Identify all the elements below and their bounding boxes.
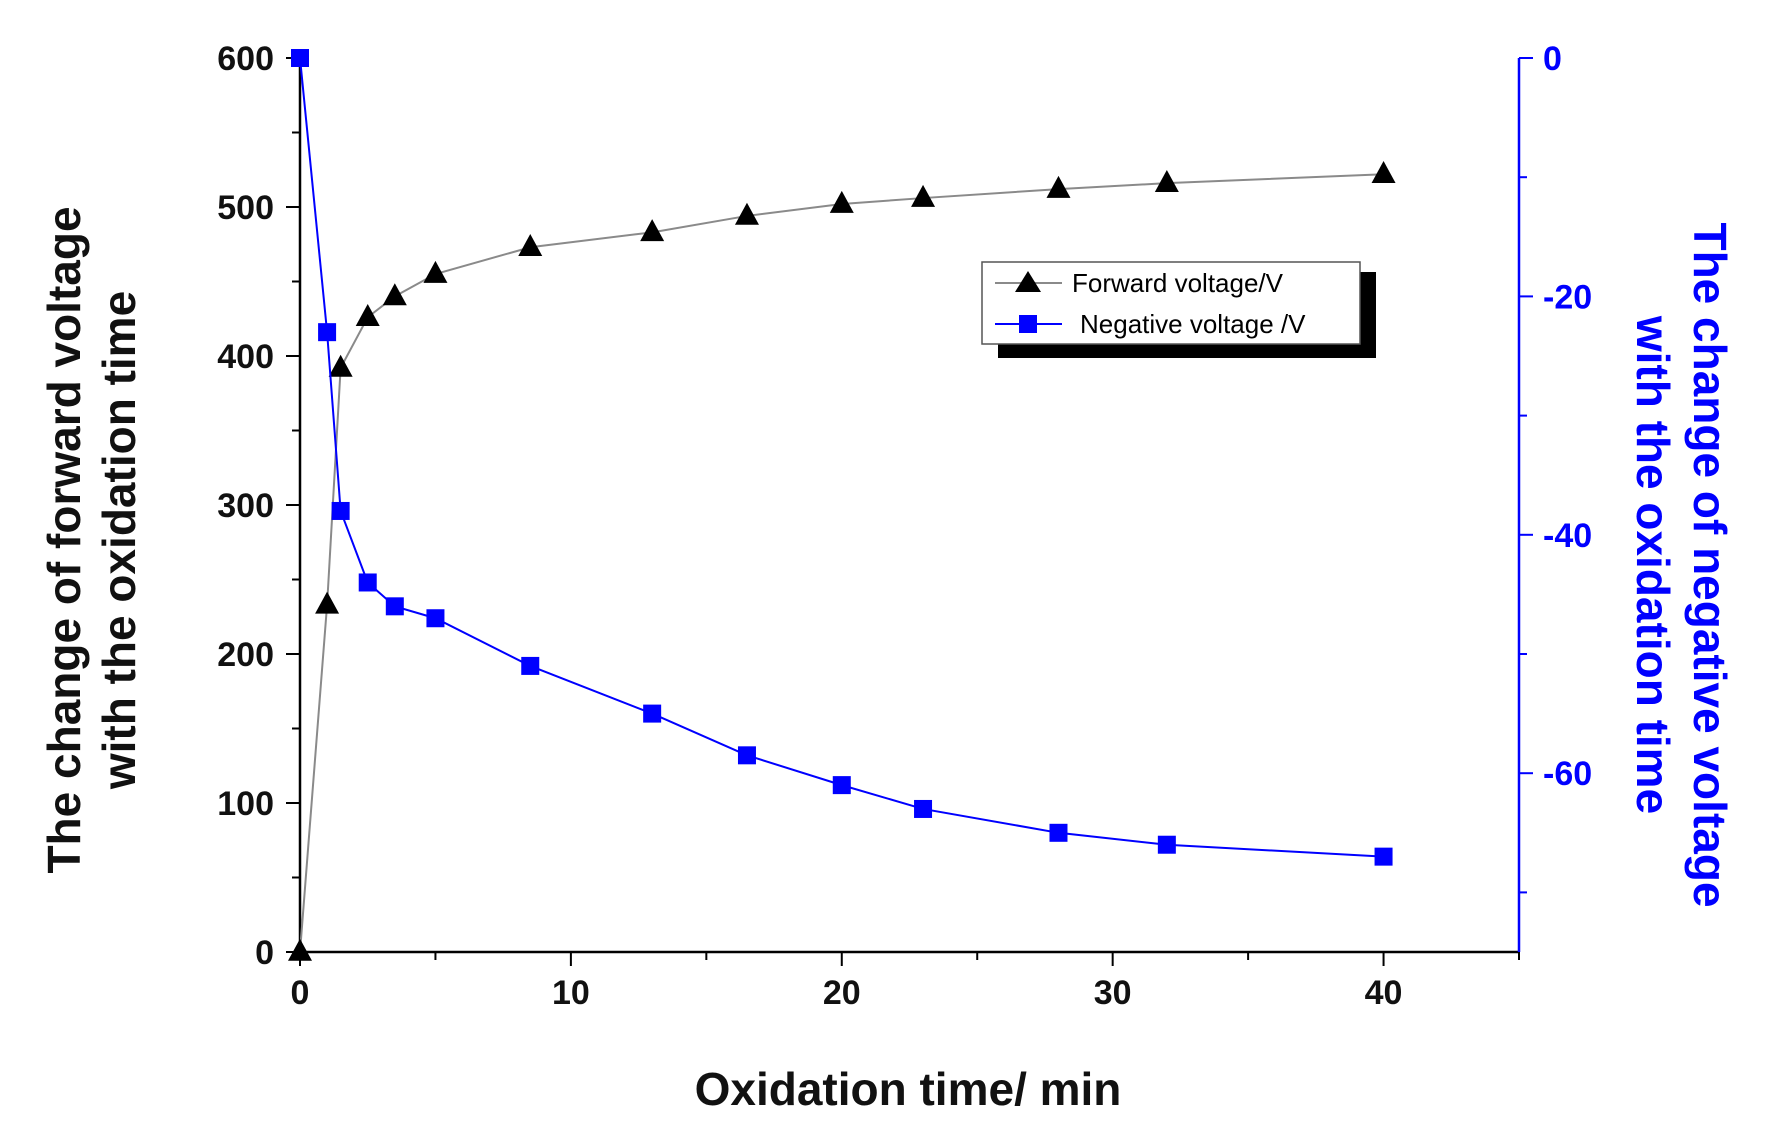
left-y-tick-label: 100: [217, 785, 274, 823]
left-axis-title-line-1: The change of forward voltage: [38, 206, 90, 873]
left-y-tick-label: 600: [217, 40, 274, 78]
negative-voltage-point: [385, 597, 404, 616]
x-axis-title: Oxidation time/ min: [695, 1063, 1122, 1115]
forward-voltage-point: [288, 938, 312, 961]
negative-voltage-point: [318, 323, 337, 342]
negative-voltage-point: [331, 501, 350, 520]
right-axis-title-line-2: with the oxidation time: [1627, 315, 1679, 814]
negative-voltage-point: [643, 704, 662, 723]
right-y-tick-label: -20: [1543, 278, 1592, 316]
x-tick-label: 20: [823, 974, 861, 1012]
forward-voltage-point: [1371, 161, 1396, 184]
x-tick-label: 30: [1094, 974, 1132, 1012]
axes: [298, 58, 1521, 954]
left-axis-title-line-2: with the oxidation time: [93, 291, 145, 790]
legend-forward-triangle-icon: [1015, 271, 1041, 292]
series-layer: [288, 49, 1396, 961]
negative-voltage-point: [1157, 835, 1176, 854]
legend: Forward voltage/V Negative voltage /V: [981, 261, 1376, 358]
negative-voltage-point: [521, 656, 540, 675]
right-axis-title-line-1: The change of negative voltage: [1684, 222, 1736, 907]
forward-voltage-point: [423, 260, 448, 283]
forward-voltage-point: [518, 234, 543, 257]
series-0-line: [299, 173, 1384, 953]
negative-voltage-point: [1049, 823, 1068, 842]
right-y-tick-label: -60: [1543, 755, 1592, 793]
left-y-tick-label: 0: [255, 934, 274, 972]
left-y-tick-label: 300: [217, 487, 274, 525]
forward-voltage-point: [640, 219, 665, 242]
negative-voltage-point: [832, 776, 851, 795]
x-tick-label: 10: [552, 974, 590, 1012]
x-tick-label: 0: [291, 974, 310, 1012]
negative-voltage-point: [1374, 847, 1393, 866]
right-y-tick-label: 0: [1543, 40, 1562, 78]
forward-voltage-point: [355, 304, 380, 327]
negative-voltage-point: [426, 609, 445, 628]
forward-voltage-point: [911, 184, 936, 207]
forward-voltage-point: [1046, 175, 1071, 198]
forward-voltage-point: [829, 190, 854, 213]
negative-voltage-point: [358, 573, 377, 592]
left-axis-title: The change of forward voltage with the o…: [38, 206, 145, 873]
legend-forward-label: Forward voltage/V: [1072, 268, 1284, 298]
forward-voltage-point: [1154, 169, 1179, 192]
left-y-tick-label: 200: [217, 636, 274, 674]
legend-box: [981, 261, 1361, 345]
right-y-tick-label: -40: [1543, 517, 1592, 555]
left-y-tick-label: 500: [217, 189, 274, 227]
legend-negative-square-icon: [1019, 315, 1037, 333]
right-axis-title: The change of negative voltage with the …: [1627, 222, 1736, 907]
x-tick-label: 40: [1365, 974, 1403, 1012]
forward-voltage-point: [382, 283, 407, 306]
forward-voltage-point: [315, 591, 340, 614]
negative-voltage-point: [914, 799, 933, 818]
forward-voltage-point: [328, 354, 353, 377]
forward-voltage-point: [734, 202, 759, 225]
negative-voltage-point: [291, 49, 309, 67]
left-y-tick-label: 400: [217, 338, 274, 376]
series-1-line: [299, 57, 1384, 858]
negative-voltage-point: [737, 746, 756, 765]
legend-negative-label: Negative voltage /V: [1080, 309, 1306, 339]
